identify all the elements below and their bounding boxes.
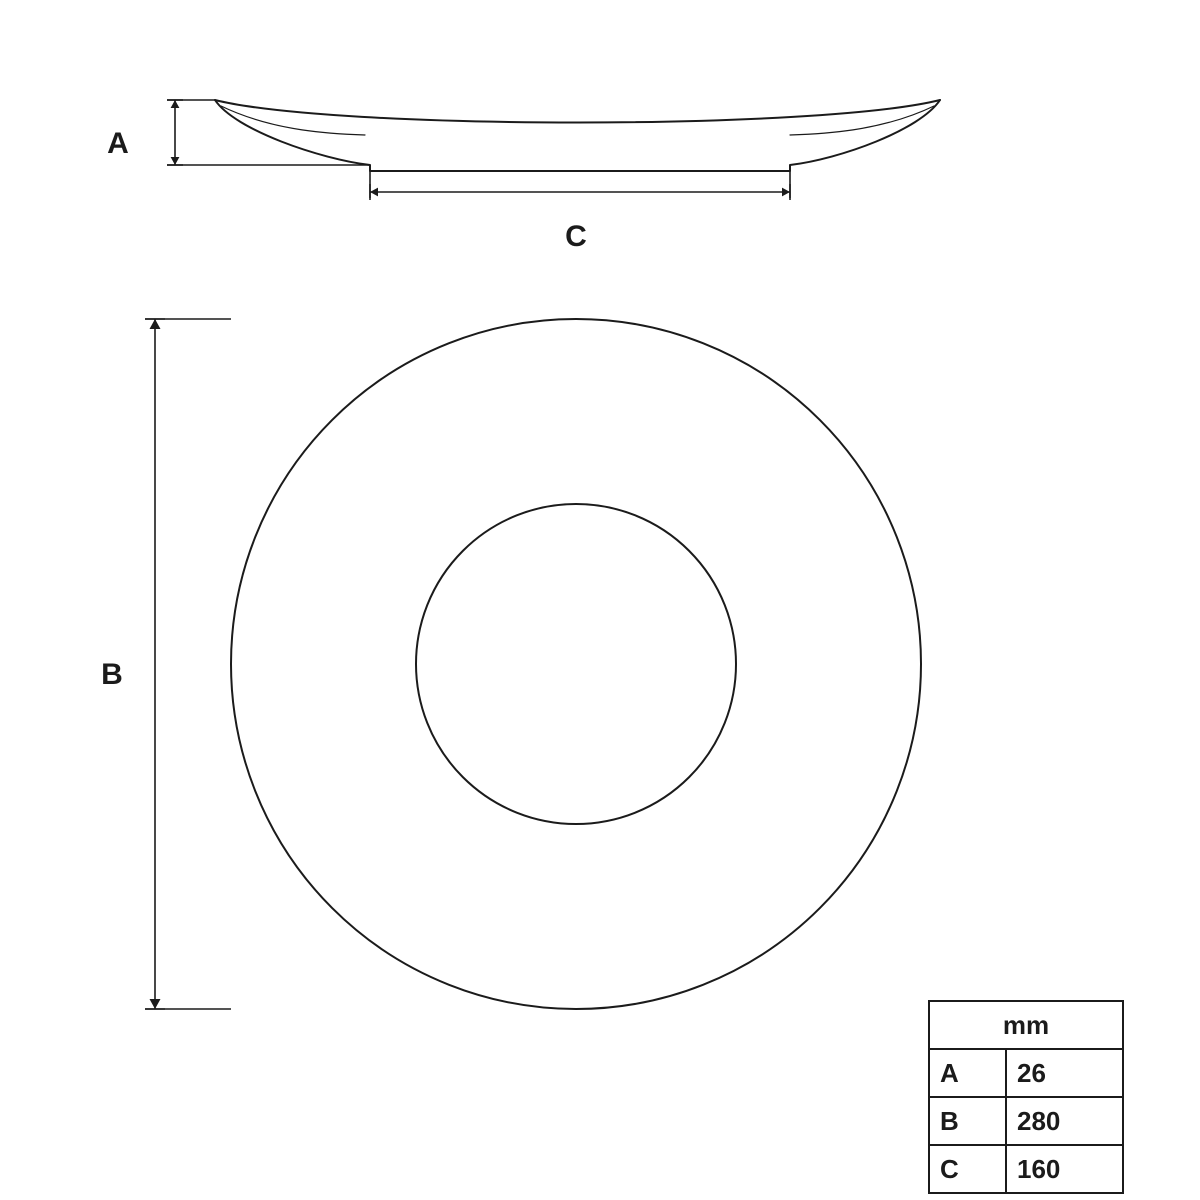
dimension-table: mm A26B280C160 (928, 1000, 1124, 1194)
svg-text:A: A (107, 127, 129, 160)
svg-text:C: C (565, 220, 587, 253)
table-cell-label: B (929, 1097, 1006, 1145)
svg-text:B: B (101, 658, 123, 691)
table-cell-label: A (929, 1049, 1006, 1097)
table-row: C160 (929, 1145, 1123, 1193)
table-cell-value: 280 (1006, 1097, 1123, 1145)
table-cell-value: 160 (1006, 1145, 1123, 1193)
table-row: A26 (929, 1049, 1123, 1097)
table-row: B280 (929, 1097, 1123, 1145)
diagram-container: ACB mm A26B280C160 (0, 0, 1200, 1200)
table-cell-label: C (929, 1145, 1006, 1193)
table-header: mm (929, 1001, 1123, 1049)
table-cell-value: 26 (1006, 1049, 1123, 1097)
